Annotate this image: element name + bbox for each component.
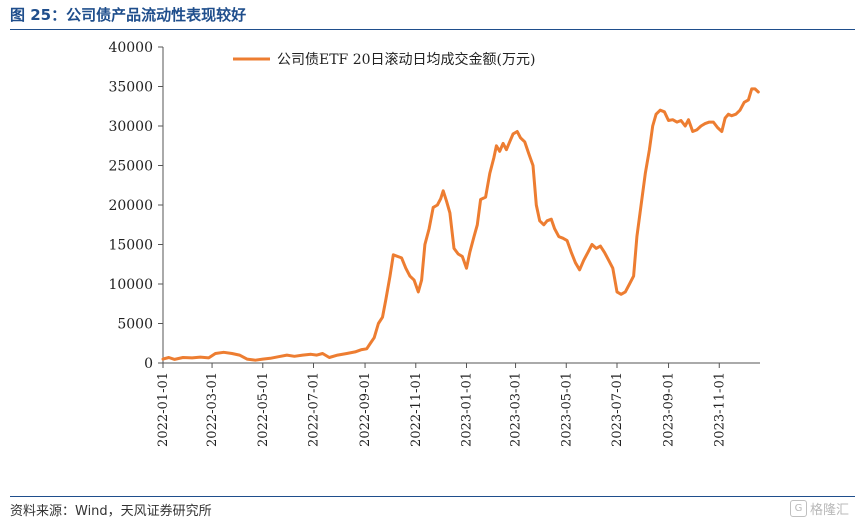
x-tick-label: 2023-03-01 [509,372,524,447]
y-tick-label: 35000 [108,80,153,96]
y-tick-label: 5000 [117,317,153,333]
watermark-logo-icon: G [790,500,807,517]
x-tick-label: 2022-09-01 [358,372,373,447]
watermark: G 格隆汇 [790,499,849,518]
x-tick-label: 2023-05-01 [559,372,574,447]
y-tick-label: 25000 [108,159,153,175]
x-tick-label: 2022-01-01 [156,372,171,447]
source-divider [10,496,855,497]
title-divider [10,29,855,30]
y-tick-label: 0 [144,356,153,372]
y-axis: 0 5000 10000 15000 20000 25000 30000 35000 40000 [108,40,164,372]
x-tick-label: 2022-11-01 [409,372,424,447]
figure-title: 图 25：公司债产品流动性表现较好 [10,6,247,24]
y-tick-label: 15000 [108,238,153,254]
x-tick-label: 2023-09-01 [662,372,677,447]
series-line-0 [161,87,760,362]
y-tick-label: 10000 [108,277,153,293]
legend-label: 公司债ETF 20日滚动日均成交金额(万元) [277,51,535,68]
x-tick-label: 2022-05-01 [256,372,271,447]
x-tick-label: 2023-07-01 [610,372,625,447]
legend: 公司债ETF 20日滚动日均成交金额(万元) [233,51,535,68]
series-layer [161,87,760,362]
y-tick-label: 40000 [108,40,153,56]
x-tick-label: 2022-03-01 [205,372,220,447]
watermark-text: 格隆汇 [810,503,850,518]
x-axis: 2022-01-01 2022-03-01 2022-05-01 2022-07-01… [156,362,760,447]
y-tick-label: 20000 [108,198,153,214]
y-tick-label: 30000 [108,119,153,135]
x-tick-label: 2022-07-01 [306,372,321,447]
source-note: 资料来源：Wind，天风证券研究所 [10,504,212,519]
x-tick-label: 2023-11-01 [712,372,727,447]
x-tick-label: 2023-01-01 [459,372,474,447]
